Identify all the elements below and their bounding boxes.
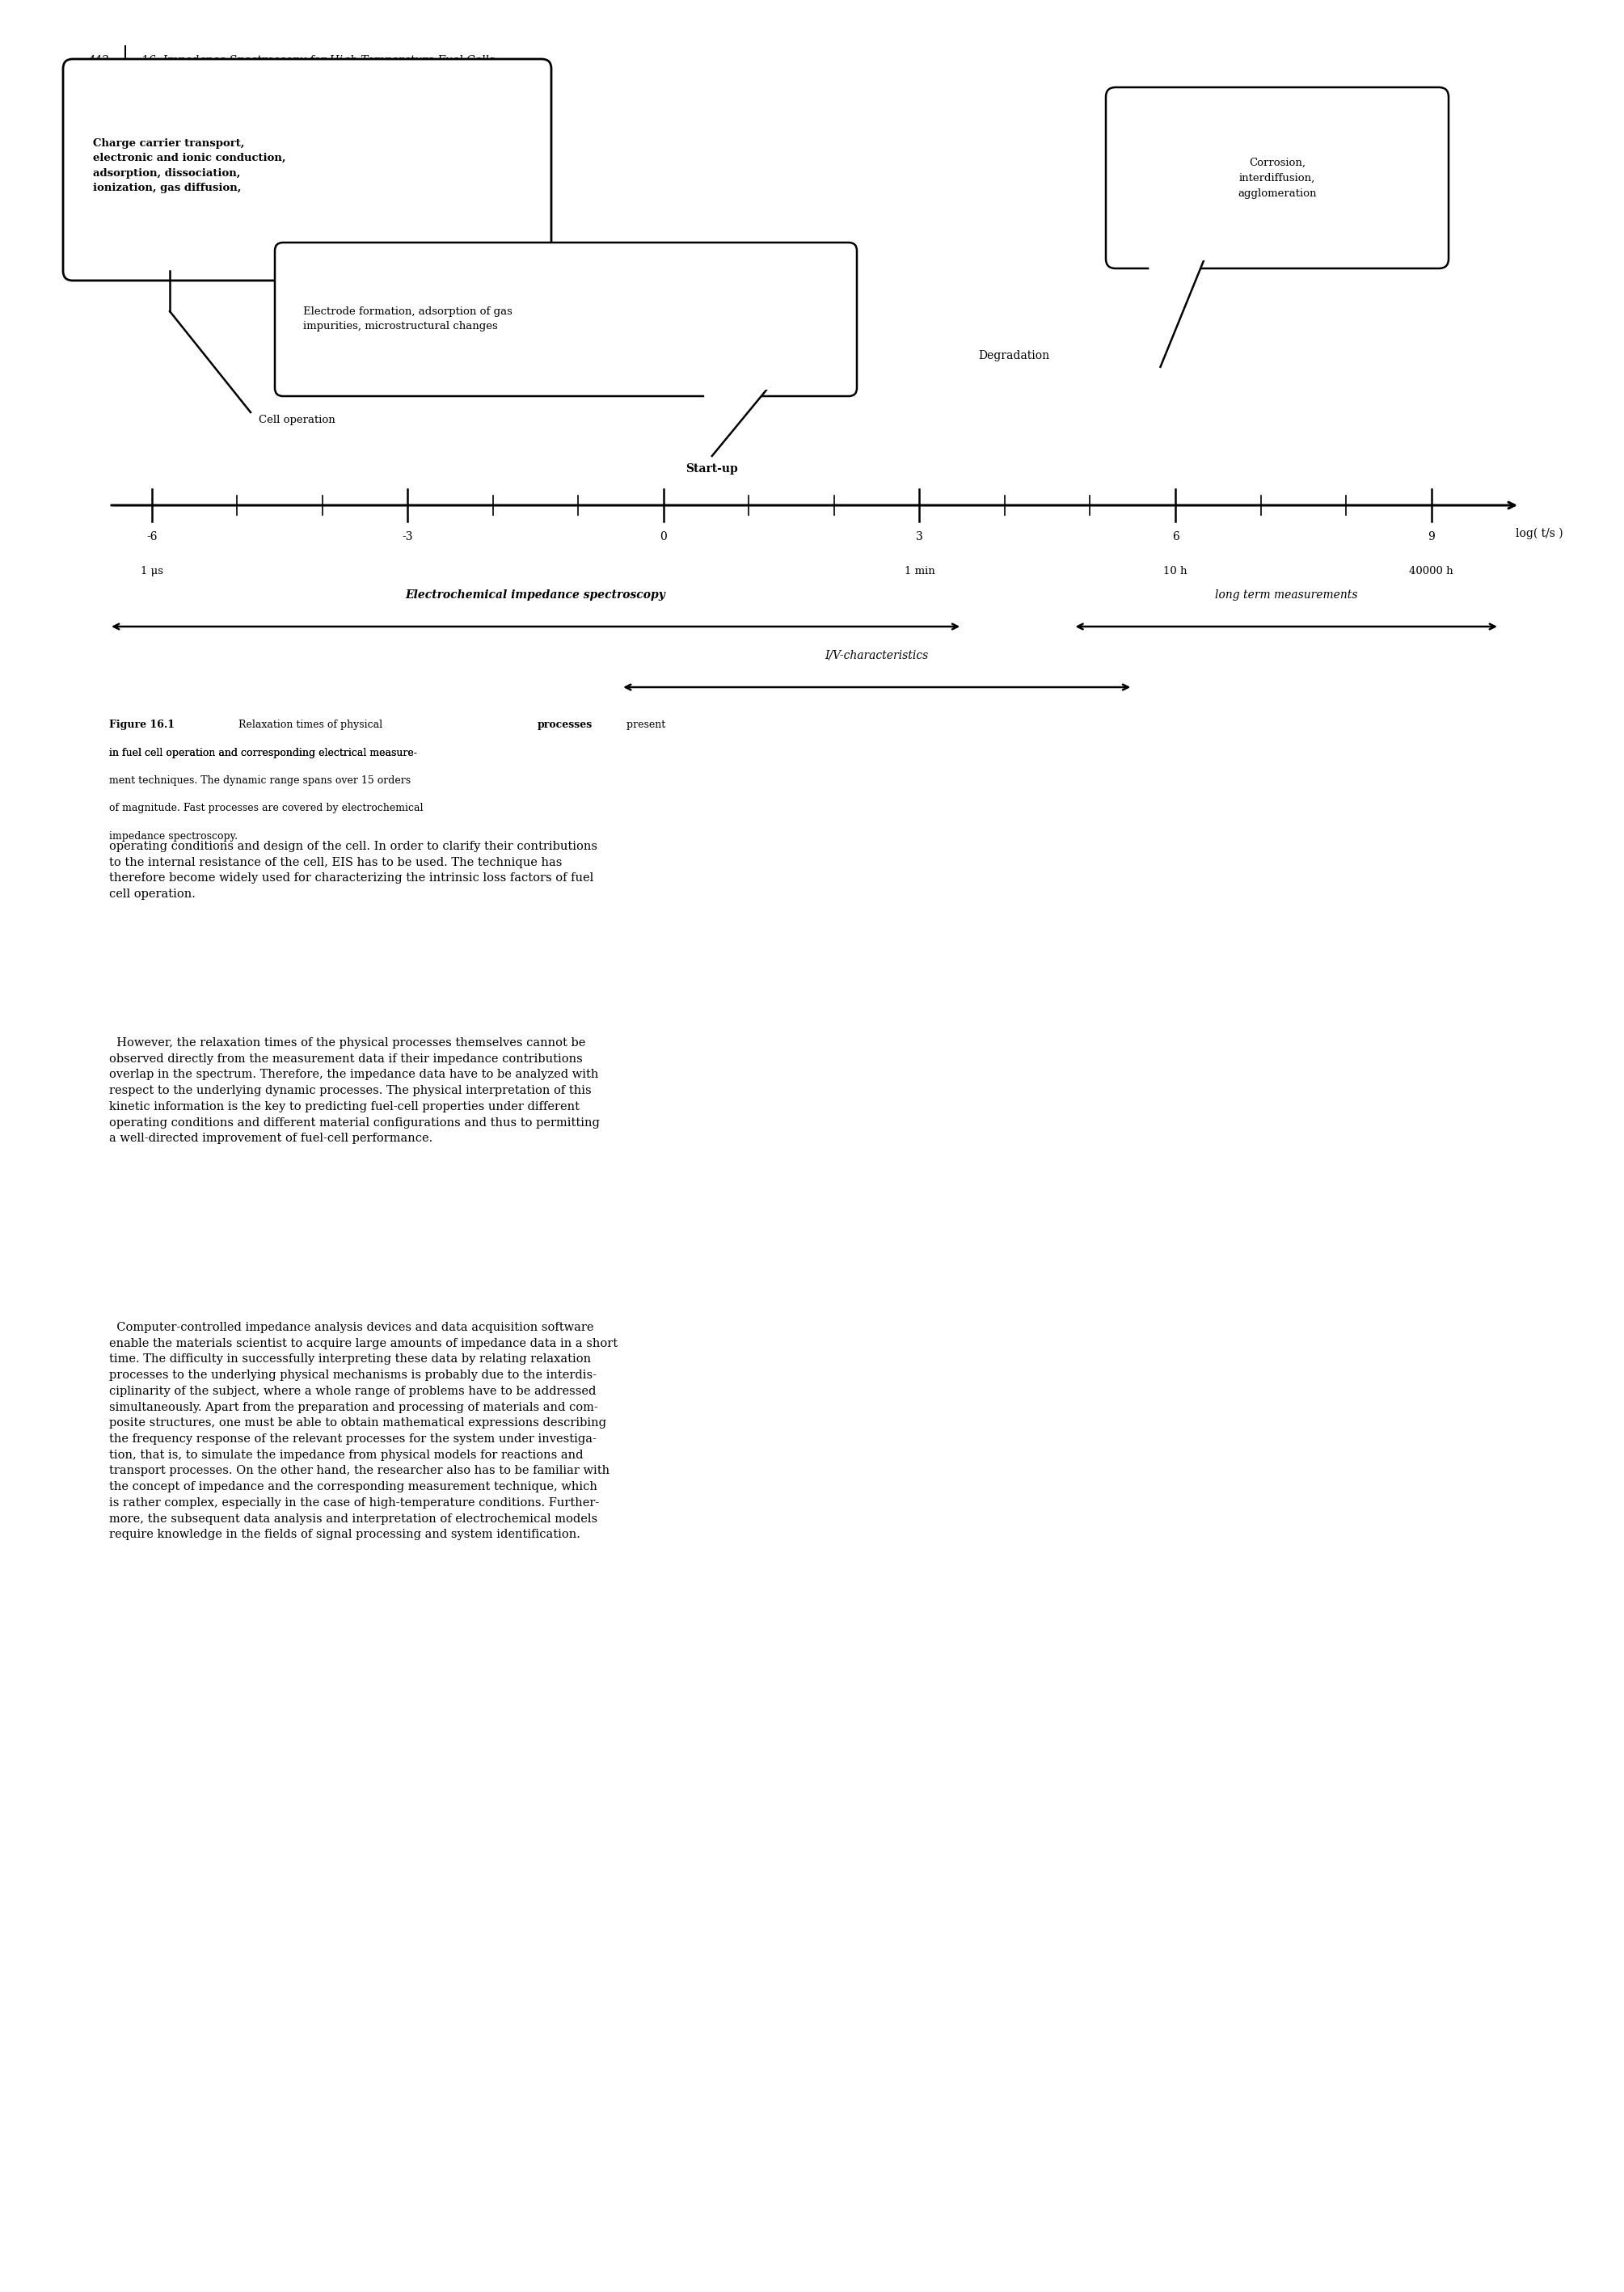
Text: in fuel cell operation and corresponding electrical measure-: in fuel cell operation and corresponding… [109,747,417,759]
Polygon shape [703,387,768,456]
Text: log( t/s ): log( t/s ) [1515,527,1564,539]
Text: Degradation: Degradation [978,351,1049,362]
Text: 40000 h: 40000 h [1410,566,1453,575]
Text: of magnitude. Fast processes are covered by electrochemical: of magnitude. Fast processes are covered… [109,802,424,814]
Text: 442: 442 [88,55,109,66]
Text: Charge carrier transport,
electronic and ionic conduction,
adsorption, dissociat: Charge carrier transport, electronic and… [93,138,286,193]
Text: -3: -3 [403,532,412,543]
Text: Figure 16.1: Figure 16.1 [109,720,175,731]
Text: impedance spectroscopy.: impedance spectroscopy. [109,832,237,841]
Text: 16  Impedance Spectroscopy for High-Temperature Fuel Cells: 16 Impedance Spectroscopy for High-Tempe… [141,55,495,66]
Text: present: present [624,720,666,731]
FancyBboxPatch shape [63,60,551,280]
Text: ment techniques. The dynamic range spans over 15 orders: ment techniques. The dynamic range spans… [109,775,411,786]
Text: Computer-controlled impedance analysis devices and data acquisition software
ena: Computer-controlled impedance analysis d… [109,1322,617,1540]
Text: in fuel cell operation and corresponding electrical measure-: in fuel cell operation and corresponding… [109,747,417,759]
Text: I/V-characteristics: I/V-characteristics [825,651,929,662]
Text: Relaxation times of physical: Relaxation times of physical [232,720,385,731]
Text: 9: 9 [1427,532,1436,543]
Text: 6: 6 [1173,532,1179,543]
Text: Cell operation: Cell operation [258,415,335,426]
Text: operating conditions and design of the cell. In order to clarify their contribut: operating conditions and design of the c… [109,841,598,901]
FancyBboxPatch shape [1106,87,1449,268]
Text: Electrode formation, adsorption of gas
impurities, microstructural changes: Electrode formation, adsorption of gas i… [304,307,513,332]
Text: 3: 3 [916,532,922,543]
Text: 1 μs: 1 μs [140,566,162,575]
Text: 1 min: 1 min [905,566,935,575]
Text: Electrochemical impedance spectroscopy: Electrochemical impedance spectroscopy [406,589,666,601]
Text: 10 h: 10 h [1163,566,1187,575]
Text: processes: processes [538,720,593,731]
Text: long term measurements: long term measurements [1215,589,1358,601]
Text: 0: 0 [659,532,667,543]
Text: Start-up: Start-up [685,463,737,474]
Text: -6: -6 [146,532,158,543]
FancyBboxPatch shape [274,243,857,397]
Polygon shape [1148,259,1205,367]
Text: Corrosion,
interdiffusion,
agglomeration: Corrosion, interdiffusion, agglomeration [1237,158,1317,199]
Text: However, the relaxation times of the physical processes themselves cannot be
obs: However, the relaxation times of the phy… [109,1038,599,1144]
